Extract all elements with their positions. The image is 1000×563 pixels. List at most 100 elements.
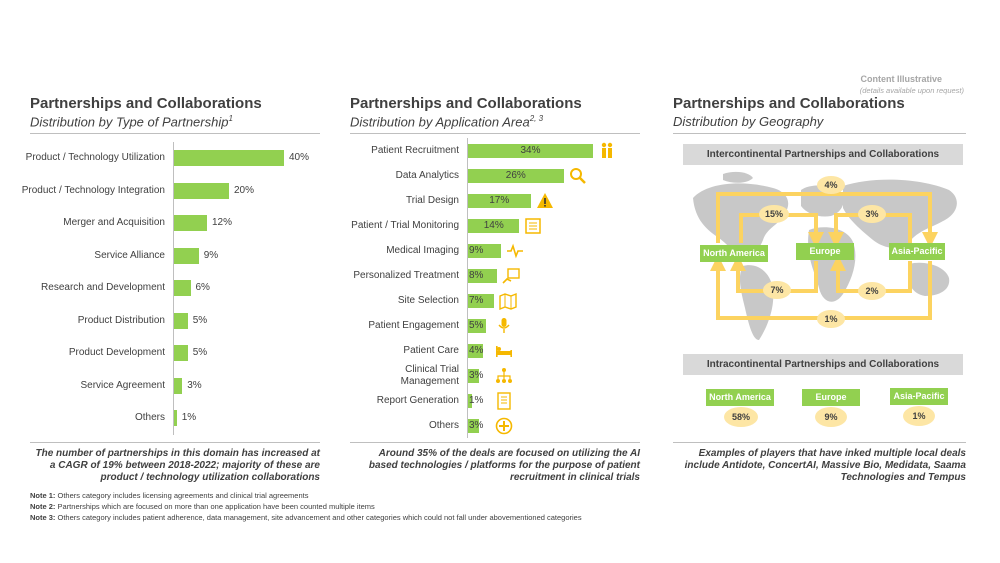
monitor-icon	[525, 217, 542, 234]
intra-value-asia-pacific: 1%	[903, 406, 935, 426]
panel-2-subtitle: Distribution by Application Area2, 3	[350, 114, 544, 130]
application-area-chart: Patient Recruitment 34% Data Analytics 26% T…	[340, 138, 650, 438]
footnote-2-divider	[350, 442, 640, 443]
panel-2-title: Partnerships and Collaborations	[350, 95, 582, 112]
flow-value-eu-ap: 3%	[858, 205, 886, 223]
panel-3-divider	[673, 133, 966, 134]
chart-2-value-label: 7%	[469, 294, 484, 306]
panel-1-divider	[30, 133, 320, 134]
chart-2-bar	[468, 193, 531, 208]
chart-2-category-label: Site Selection	[397, 294, 459, 306]
chart-1-value-label: 3%	[187, 379, 202, 391]
content-illustrative-label: Content Illustrative	[860, 74, 942, 84]
chart-1-category-label: Research and Development	[41, 282, 165, 294]
chart-1-category-label: Service Agreement	[80, 379, 166, 391]
intra-region-north-america: North America	[706, 389, 774, 406]
flow-arrow-top	[716, 192, 938, 248]
panel-3-subtitle: Distribution by Geography	[673, 114, 824, 129]
note-2: Note 2: Partnerships which are focused o…	[30, 502, 375, 511]
chart-2-bar	[468, 143, 593, 158]
chart-2-bar	[468, 343, 483, 358]
chart-1-category-label: Product / Technology Utilization	[25, 152, 165, 164]
chart-1-bar	[174, 150, 284, 167]
chart-1-bar	[174, 345, 188, 362]
chart-2-value-label: 26%	[505, 169, 526, 181]
chart-1-bar	[174, 182, 229, 199]
chart-1-axis	[173, 142, 174, 435]
chart-2-value-label: 17%	[489, 194, 510, 206]
chart-2-value-label: 3%	[469, 369, 484, 381]
hierarchy-icon	[496, 367, 512, 383]
chart-2-value-label: 5%	[469, 319, 484, 331]
chart-2-value-label: 14%	[483, 219, 504, 231]
chart-1-category-label: Product Development	[68, 347, 165, 359]
plus-icon	[495, 417, 513, 434]
chart-2-value-label: 9%	[469, 244, 484, 256]
chart-1-bar	[174, 377, 183, 394]
content-illustrative-note: (details available upon request)	[859, 86, 964, 95]
note-1: Note 1: Others category includes licensi…	[30, 491, 309, 500]
region-europe: Europe	[796, 243, 854, 260]
chart-2-bar	[468, 243, 502, 258]
flow-value-ap-eu: 2%	[858, 282, 886, 300]
chart-1-value-label: 5%	[192, 347, 208, 359]
chart-2-value-label: 1%	[469, 394, 484, 406]
flow-value-eu-na: 7%	[763, 281, 791, 299]
intra-region-europe: Europe	[802, 389, 860, 406]
chart-2-category-label: Personalized Treatment	[353, 269, 459, 281]
chart-2-category-label: Patient Recruitment	[371, 144, 459, 156]
chart-2-category-label: Report Generation	[376, 394, 459, 406]
intracontinental-header: Intracontinental Partnerships and Collab…	[683, 354, 963, 375]
flow-value-top: 4%	[817, 176, 845, 194]
chart-2-value-label: 4%	[469, 344, 484, 356]
chart-2-category-label: Data Analytics	[395, 169, 459, 181]
flow-value-bottom: 1%	[817, 310, 845, 328]
intra-value-europe: 9%	[815, 407, 847, 427]
panel-2-divider	[350, 133, 640, 134]
chart-1-bar	[174, 312, 188, 329]
chart-1-value-label: 40%	[289, 152, 310, 164]
chart-2-value-label: 3%	[469, 419, 484, 431]
map-icon	[499, 292, 517, 310]
footnote-geography: Examples of players that have inked mult…	[684, 448, 966, 483]
chart-2-bar	[468, 418, 480, 433]
chart-1-value-label: 6%	[195, 282, 210, 294]
chart-1-bar	[174, 247, 199, 264]
chart-2-bar	[468, 393, 472, 408]
flow-value-na-eu: 15%	[759, 205, 789, 223]
microphone-icon	[498, 317, 510, 333]
panel-1-title: Partnerships and Collaborations	[30, 95, 262, 112]
people-icon	[601, 142, 613, 158]
chart-2-bar	[468, 368, 480, 383]
footnote-application-area: Around 35% of the deals are focused on u…	[368, 448, 640, 483]
chart-1-value-label: 12%	[212, 217, 233, 229]
footnote-1-divider	[30, 442, 320, 443]
chart-1-bar	[174, 410, 177, 427]
footnote-3-divider	[673, 442, 966, 443]
chart-2-category-label: Medical Imaging	[386, 244, 459, 256]
chart-2-value-label: 8%	[469, 269, 484, 281]
chart-1-value-label: 9%	[203, 249, 219, 261]
chart-2-category-label: Clinical Trial Management	[400, 363, 459, 387]
chart-2-axis	[467, 138, 468, 438]
warning-icon	[536, 192, 553, 208]
intra-value-north-america: 58%	[724, 407, 758, 427]
chart-1-category-label: Product Distribution	[77, 314, 165, 326]
chart-1-category-label: Service Alliance	[94, 249, 165, 261]
chart-1-bar	[174, 280, 191, 297]
pulse-icon	[507, 243, 524, 258]
magnifier-icon	[569, 167, 586, 184]
partnership-type-chart: Product / Technology Utilization 40% Produ…	[20, 142, 330, 437]
chart-2-category-label: Others	[428, 419, 459, 431]
chart-1-category-label: Product / Technology Integration	[21, 184, 165, 196]
note-3: Note 3: Others category includes patient…	[30, 513, 582, 522]
chart-2-bar	[468, 218, 520, 233]
chart-2-value-label: 34%	[520, 144, 541, 156]
chart-2-category-label: Patient Engagement	[368, 319, 459, 331]
chart-1-value-label: 1%	[181, 412, 197, 424]
chart-1-category-label: Others	[134, 412, 165, 424]
chart-2-category-label: Trial Design	[406, 194, 459, 206]
chart-2-category-label: Patient / Trial Monitoring	[351, 219, 459, 231]
report-icon	[497, 391, 511, 410]
chart-1-bar	[174, 215, 207, 232]
